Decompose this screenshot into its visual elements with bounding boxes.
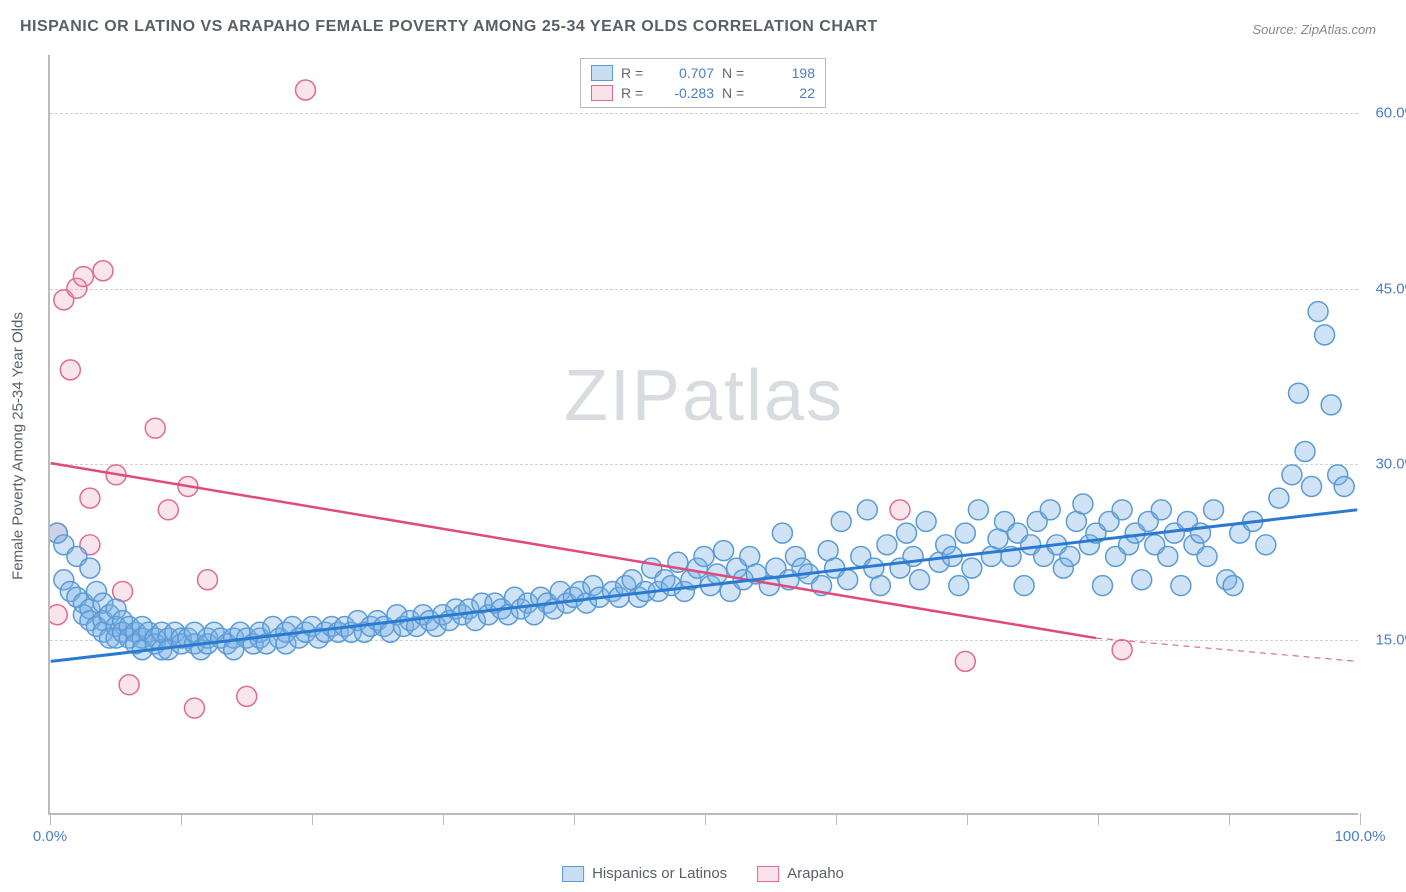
point-hispanic — [857, 500, 877, 520]
point-hispanic — [772, 523, 792, 543]
point-hispanic — [910, 570, 930, 590]
x-tick — [1360, 813, 1361, 825]
point-arapaho — [184, 698, 204, 718]
r-label: R = — [621, 65, 651, 81]
point-arapaho — [60, 360, 80, 380]
point-hispanic — [870, 576, 890, 596]
x-tick — [312, 813, 313, 825]
point-arapaho — [955, 651, 975, 671]
x-tick-label: 0.0% — [33, 828, 67, 845]
point-hispanic — [838, 570, 858, 590]
point-hispanic — [1295, 442, 1315, 462]
legend-swatch — [757, 866, 779, 882]
y-tick-label: 15.0% — [1375, 631, 1406, 648]
point-hispanic — [1321, 395, 1341, 415]
point-arapaho — [119, 675, 139, 695]
legend-row: R = 0.707 N = 198 — [591, 63, 815, 83]
point-hispanic — [1302, 477, 1322, 497]
point-hispanic — [897, 523, 917, 543]
point-hispanic — [1204, 500, 1224, 520]
x-tick — [967, 813, 968, 825]
point-hispanic — [962, 558, 982, 578]
x-tick — [1098, 813, 1099, 825]
chart-svg — [50, 55, 1358, 813]
n-label: N = — [722, 85, 752, 101]
point-hispanic — [714, 541, 734, 561]
point-hispanic — [877, 535, 897, 555]
plot-area: ZIPatlas 15.0%30.0%45.0%60.0%0.0%100.0% — [48, 55, 1358, 815]
point-hispanic — [955, 523, 975, 543]
point-arapaho — [237, 686, 257, 706]
n-label: N = — [722, 65, 752, 81]
point-hispanic — [1269, 488, 1289, 508]
point-hispanic — [1171, 576, 1191, 596]
correlation-legend: R = 0.707 N = 198 R = -0.283 N = 22 — [580, 58, 826, 108]
x-tick — [836, 813, 837, 825]
legend-item: Arapaho — [757, 865, 844, 882]
x-tick — [181, 813, 182, 825]
legend-swatch — [562, 866, 584, 882]
point-hispanic — [1334, 477, 1354, 497]
point-hispanic — [1112, 500, 1132, 520]
point-arapaho — [145, 418, 165, 438]
point-hispanic — [1197, 546, 1217, 566]
x-tick — [705, 813, 706, 825]
point-hispanic — [1282, 465, 1302, 485]
point-hispanic — [1308, 302, 1328, 322]
legend-swatch — [591, 85, 613, 101]
point-hispanic — [1014, 576, 1034, 596]
point-arapaho — [296, 80, 316, 100]
point-arapaho — [93, 261, 113, 281]
n-value: 22 — [760, 85, 815, 101]
legend-label: Hispanics or Latinos — [592, 865, 727, 882]
x-tick — [50, 813, 51, 825]
point-hispanic — [1073, 494, 1093, 514]
x-tick — [574, 813, 575, 825]
source-attribution: Source: ZipAtlas.com — [1252, 22, 1376, 37]
legend-row: R = -0.283 N = 22 — [591, 83, 815, 103]
y-axis-label: Female Poverty Among 25-34 Year Olds — [10, 312, 27, 580]
trend-line-hispanic — [51, 510, 1358, 662]
point-arapaho — [890, 500, 910, 520]
point-hispanic — [1315, 325, 1335, 345]
point-arapaho — [50, 605, 67, 625]
y-tick-label: 60.0% — [1375, 105, 1406, 122]
point-arapaho — [158, 500, 178, 520]
n-value: 198 — [760, 65, 815, 81]
legend-item: Hispanics or Latinos — [562, 865, 727, 882]
point-hispanic — [949, 576, 969, 596]
point-hispanic — [1040, 500, 1060, 520]
point-arapaho — [1112, 640, 1132, 660]
point-hispanic — [1256, 535, 1276, 555]
trend-line-arapaho-ext — [1096, 638, 1357, 661]
point-hispanic — [831, 511, 851, 531]
y-tick-label: 45.0% — [1375, 280, 1406, 297]
point-hispanic — [1093, 576, 1113, 596]
point-hispanic — [694, 546, 714, 566]
r-label: R = — [621, 85, 651, 101]
legend-label: Arapaho — [787, 865, 844, 882]
point-arapaho — [73, 267, 93, 287]
point-hispanic — [1289, 383, 1309, 403]
point-hispanic — [1158, 546, 1178, 566]
y-tick-label: 30.0% — [1375, 456, 1406, 473]
chart-title: HISPANIC OR LATINO VS ARAPAHO FEMALE POV… — [20, 18, 878, 36]
legend-swatch — [591, 65, 613, 81]
point-hispanic — [80, 558, 100, 578]
point-hispanic — [1132, 570, 1152, 590]
point-hispanic — [1151, 500, 1171, 520]
point-hispanic — [1223, 576, 1243, 596]
r-value: 0.707 — [659, 65, 714, 81]
point-hispanic — [1060, 546, 1080, 566]
point-hispanic — [968, 500, 988, 520]
point-hispanic — [916, 511, 936, 531]
series-legend: Hispanics or Latinos Arapaho — [562, 865, 844, 882]
x-tick — [1229, 813, 1230, 825]
r-value: -0.283 — [659, 85, 714, 101]
x-tick-label: 100.0% — [1335, 828, 1386, 845]
x-tick — [443, 813, 444, 825]
point-arapaho — [198, 570, 218, 590]
point-arapaho — [80, 488, 100, 508]
